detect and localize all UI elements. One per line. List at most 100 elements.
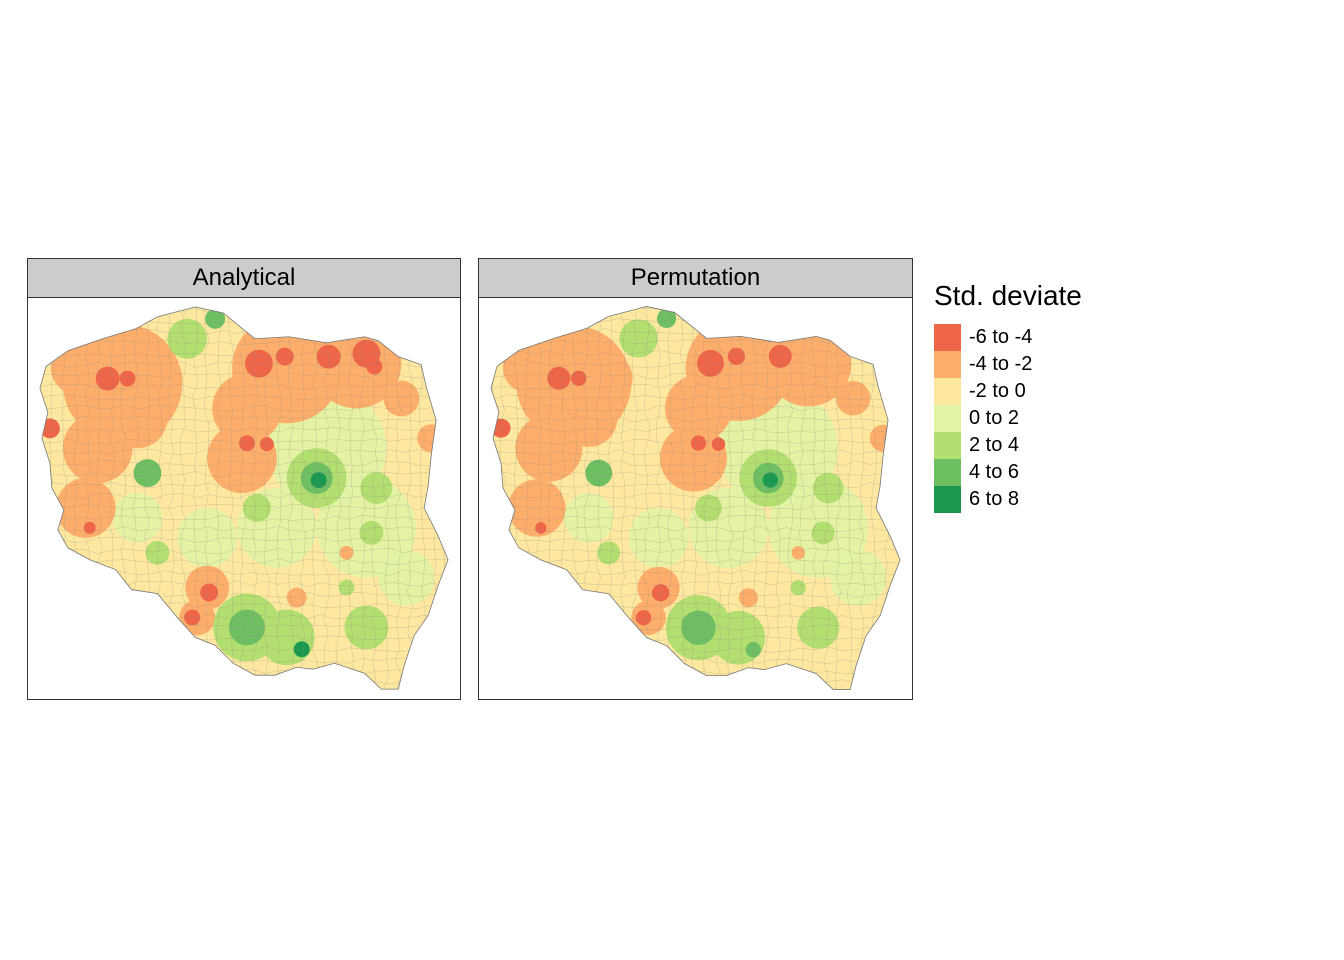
map-region xyxy=(508,479,566,537)
map-permutation xyxy=(479,298,912,697)
commune-border xyxy=(456,299,460,689)
commune-border xyxy=(228,306,234,690)
commune-border xyxy=(490,394,901,401)
commune-border xyxy=(39,427,449,433)
commune-border xyxy=(703,306,710,690)
commune-border xyxy=(479,298,482,689)
commune-border xyxy=(288,306,294,690)
commune-border xyxy=(715,306,722,690)
map-region xyxy=(690,435,707,451)
legend-swatch xyxy=(934,324,961,351)
commune-border xyxy=(479,691,912,697)
legend-swatch xyxy=(934,432,961,459)
commune-border xyxy=(39,471,449,478)
map-region xyxy=(628,507,689,568)
commune-border xyxy=(763,306,770,690)
commune-border xyxy=(216,306,223,690)
map-region xyxy=(695,494,722,522)
commune-border xyxy=(490,427,901,434)
map-region xyxy=(293,641,310,658)
map-region xyxy=(869,424,897,452)
country-outline xyxy=(490,306,901,690)
map-region xyxy=(275,347,294,366)
map-region xyxy=(597,541,621,565)
map-region xyxy=(184,609,201,626)
commune-border xyxy=(490,547,901,554)
map-region xyxy=(635,610,652,626)
commune-border xyxy=(39,547,449,554)
commune-border xyxy=(39,536,449,543)
commune-border xyxy=(39,307,449,313)
commune-border xyxy=(490,504,901,511)
map-region xyxy=(797,606,840,649)
commune-border xyxy=(490,306,495,690)
legend-swatch xyxy=(934,378,961,405)
commune-border xyxy=(739,306,746,690)
commune-border xyxy=(275,306,282,690)
panel-analytical: Analytical xyxy=(27,258,461,700)
map-region xyxy=(310,472,327,489)
legend-item: -4 to -2 xyxy=(934,351,1082,378)
commune-border xyxy=(39,514,449,521)
commune-border xyxy=(835,306,841,690)
commune-border xyxy=(490,470,901,477)
panel-permutation: Permutation xyxy=(478,258,913,700)
commune-border xyxy=(28,690,460,696)
commune-border xyxy=(39,482,449,488)
commune-border xyxy=(775,306,782,690)
country-outline xyxy=(39,306,449,690)
legend-label: -2 to 0 xyxy=(969,380,1026,402)
map-region xyxy=(167,318,208,359)
commune-border xyxy=(39,372,449,379)
map-region xyxy=(132,353,183,404)
legend-item: 2 to 4 xyxy=(934,432,1082,459)
map-region xyxy=(230,615,244,630)
commune-border xyxy=(39,526,449,532)
commune-border xyxy=(499,306,506,690)
commune-border xyxy=(180,306,187,690)
commune-border xyxy=(323,306,330,690)
commune-border xyxy=(811,306,818,690)
map-region xyxy=(112,493,163,543)
commune-border xyxy=(631,306,638,690)
map-region xyxy=(359,520,384,545)
commune-border xyxy=(39,383,449,390)
map-region xyxy=(619,319,658,358)
map-region xyxy=(258,609,315,666)
map-region xyxy=(547,366,571,390)
map-region xyxy=(811,521,835,545)
legend-label: 0 to 2 xyxy=(969,407,1020,429)
commune-border xyxy=(490,317,901,324)
map-region xyxy=(790,580,806,596)
map-region xyxy=(502,344,551,393)
map-region xyxy=(535,522,547,534)
map-region xyxy=(338,579,355,596)
legend-swatch xyxy=(934,405,961,432)
commune-border xyxy=(490,372,901,379)
map-region xyxy=(239,435,255,452)
commune-border xyxy=(787,306,794,690)
commune-border xyxy=(490,460,901,467)
commune-border xyxy=(490,361,901,368)
commune-border xyxy=(192,306,199,690)
commune-border xyxy=(490,306,901,313)
commune-border xyxy=(347,306,354,690)
map-region xyxy=(768,344,792,368)
map-region xyxy=(585,459,613,487)
map-region xyxy=(584,354,633,403)
commune-border xyxy=(490,350,901,357)
commune-border xyxy=(359,306,366,690)
commune-border xyxy=(39,405,449,412)
commune-border xyxy=(39,317,449,324)
commune-border xyxy=(490,536,901,544)
map-region xyxy=(243,494,271,522)
legend-item: -2 to 0 xyxy=(934,378,1082,405)
legend-label: -4 to -2 xyxy=(969,353,1033,375)
map-region xyxy=(656,308,677,328)
panel-title-permutation: Permutation xyxy=(479,259,912,298)
map-region xyxy=(812,472,844,504)
map-region xyxy=(791,546,805,560)
legend-label: 4 to 6 xyxy=(969,461,1020,483)
map-region xyxy=(244,349,273,378)
legend-swatch xyxy=(934,459,961,486)
